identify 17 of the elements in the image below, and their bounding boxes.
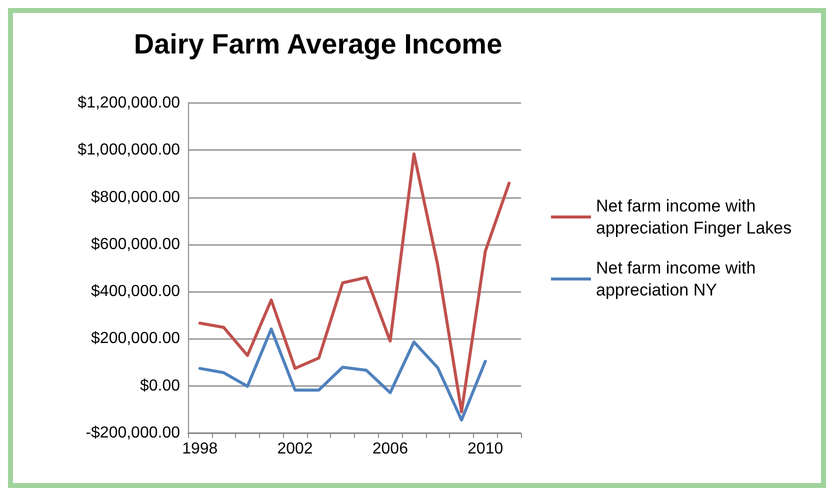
y-tick-label: $200,000.00 xyxy=(91,330,180,348)
x-tick-label: 1998 xyxy=(182,440,218,458)
x-tick-label: 2006 xyxy=(372,440,408,458)
line-series xyxy=(198,328,487,422)
y-tick-label: $800,000.00 xyxy=(91,188,180,206)
legend-label: Net farm income with appreciation NY xyxy=(596,258,760,300)
y-tick-label: $1,200,000.00 xyxy=(78,94,180,112)
x-tick-label: 2002 xyxy=(277,440,313,458)
legend-label: Net farm income with appreciation Finger Lakes xyxy=(596,196,792,238)
chart-title: Dairy Farm Average Income xyxy=(134,28,502,60)
y-tick-label: $600,000.00 xyxy=(91,236,180,253)
y-tick-label: -$200,000.00 xyxy=(86,424,180,442)
y-tick-label: $1,000,000.00 xyxy=(78,142,180,159)
y-tick-label: $0.00 xyxy=(140,377,180,394)
line-series xyxy=(198,152,511,414)
x-tick-label: 2010 xyxy=(468,440,504,458)
y-tick-label: $400,000.00 xyxy=(91,283,180,300)
